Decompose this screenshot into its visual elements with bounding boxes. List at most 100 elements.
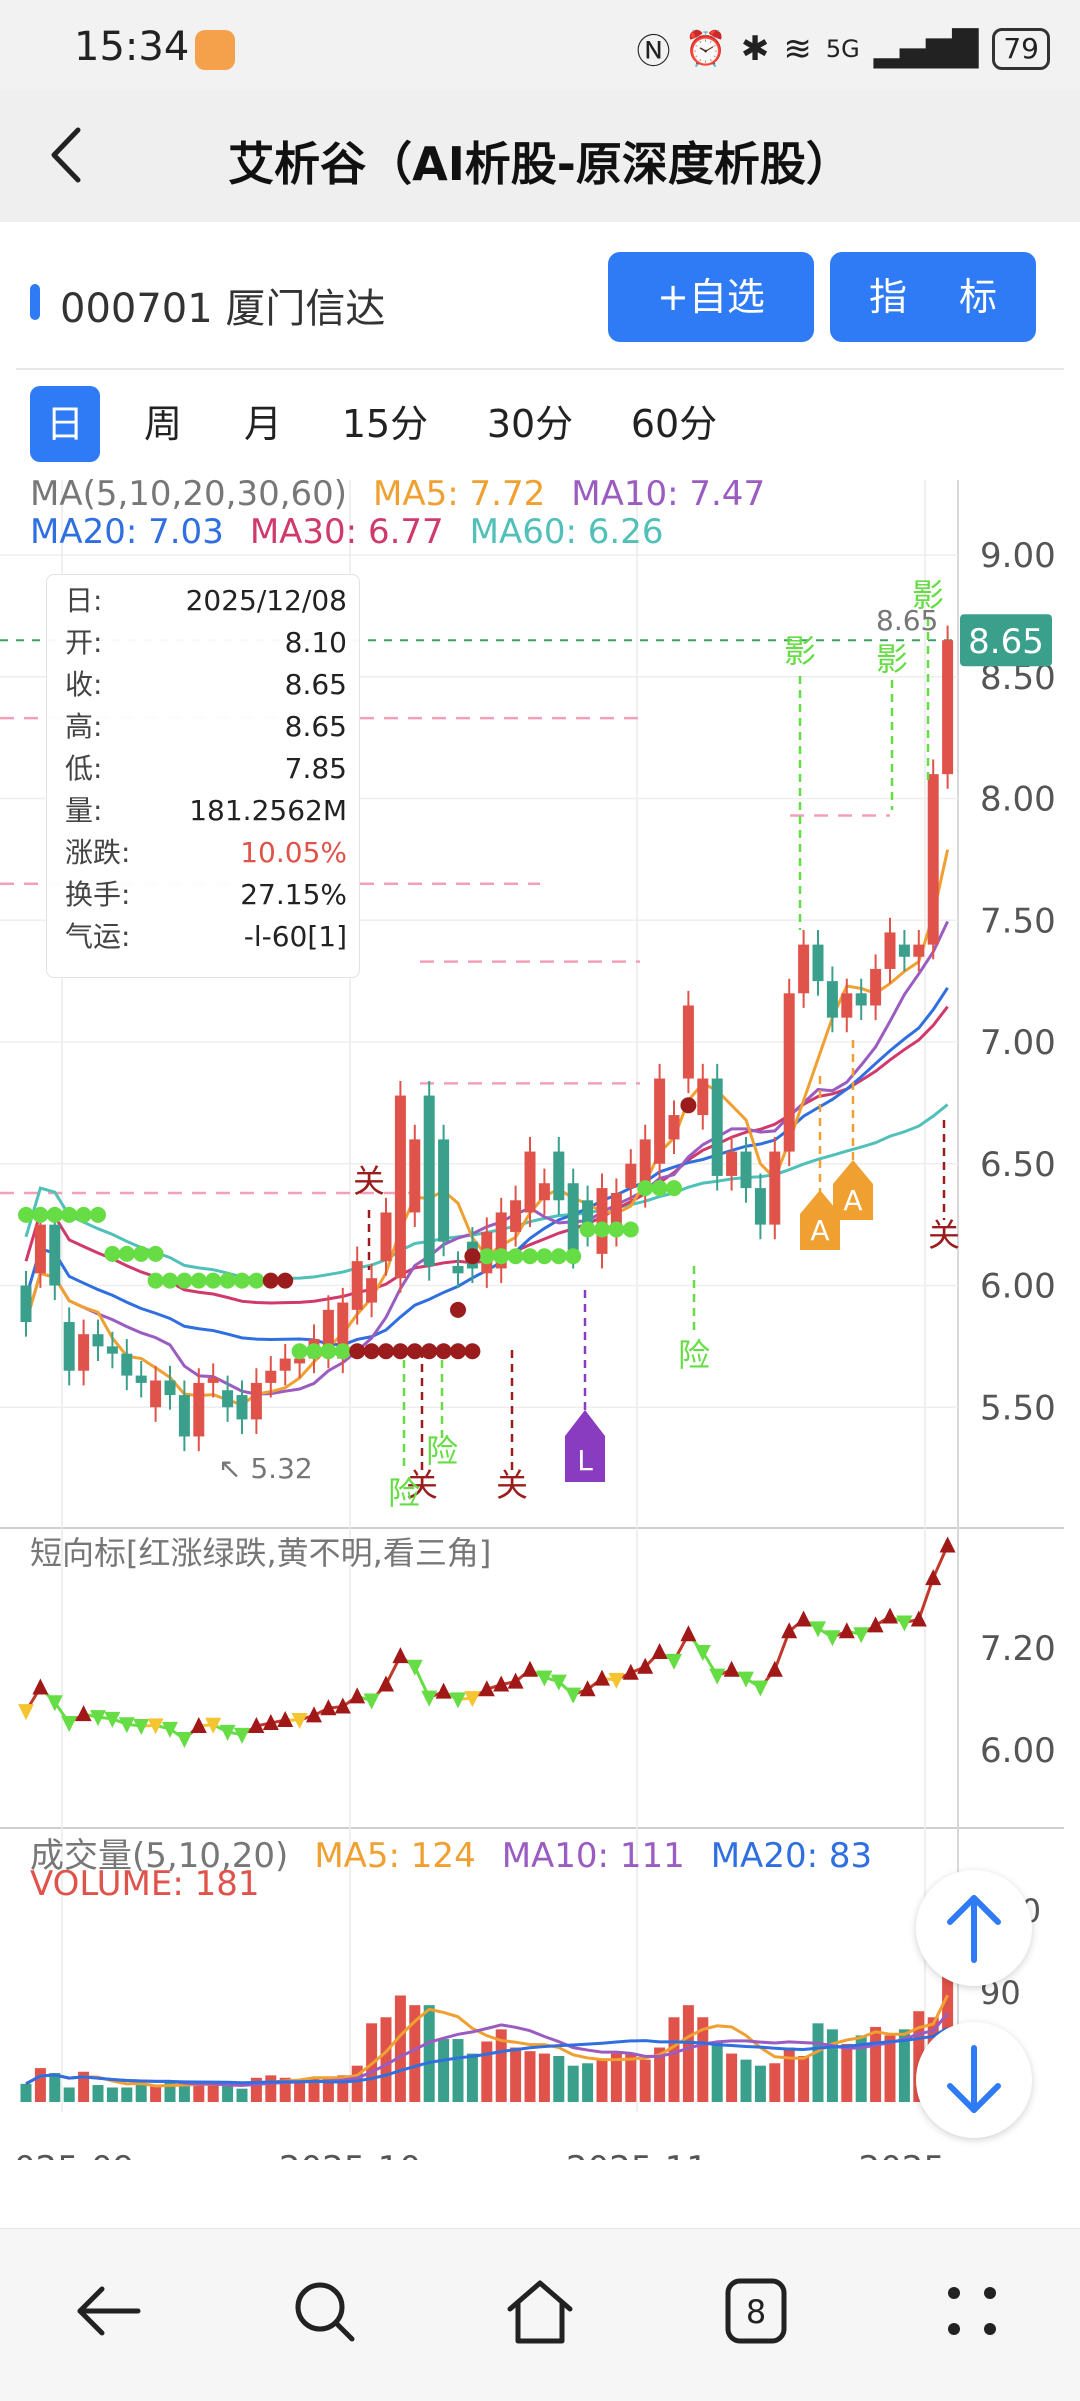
scroll-up-button[interactable] [916, 1870, 1032, 1986]
signal-dot-green [61, 1206, 78, 1223]
volume-bar [783, 2047, 795, 2102]
signal-dot-green [536, 1248, 553, 1265]
candle-body [510, 1200, 522, 1232]
down-triangle [666, 1653, 682, 1670]
info-value: 2025/12/08 [185, 584, 347, 617]
ma-legend-row1: MA(5,10,20,30,60) MA5: 7.72 MA10: 7.47 [30, 474, 791, 514]
tab-month[interactable]: 月 [243, 402, 282, 446]
signal-dot-green [306, 1343, 322, 1360]
candle-body [34, 1224, 46, 1274]
volume-bar [553, 2056, 565, 2102]
volume-bar [942, 1882, 954, 2102]
volume-panel [20, 1882, 954, 2102]
back-arrow-icon[interactable] [68, 2271, 148, 2351]
short-tick-label: 7.20 [980, 1629, 1056, 1669]
period-tabs: 日 周 月 15分 30分 60分 [0, 380, 1080, 470]
info-row: 量: 181.2562M [65, 791, 347, 831]
signal-dot-green [75, 1206, 92, 1223]
signal-dot-green [104, 1245, 121, 1262]
candle-body [524, 1151, 536, 1213]
volume-bar [510, 2047, 522, 2102]
tab-week[interactable]: 周 [143, 402, 182, 446]
xian-label: 险 [388, 1474, 420, 1512]
indicator-button[interactable]: 指 标 [830, 252, 1036, 342]
ma5-value: MA5: 7.72 [373, 474, 546, 514]
volume-bar [322, 2077, 334, 2102]
candle-body [452, 1266, 464, 1274]
info-value: 27.15% [240, 878, 347, 911]
candle-body [438, 1139, 450, 1242]
up-triangle [723, 1660, 740, 1677]
tab-day[interactable]: 日 [30, 386, 100, 462]
tab-15min[interactable]: 15分 [341, 402, 429, 446]
volume-bar [481, 2041, 493, 2102]
candle-body [337, 1302, 349, 1359]
info-key: 收: [65, 668, 103, 701]
svg-text:8: 8 [746, 2293, 766, 2331]
signal-dot-red [435, 1343, 452, 1360]
candle-body [135, 1375, 147, 1383]
candle-body [582, 1200, 594, 1232]
signal-dot-green [205, 1272, 222, 1289]
volume-bar [207, 2083, 219, 2102]
tab-60min[interactable]: 60分 [630, 402, 718, 446]
up-triangle [277, 1711, 294, 1728]
signal-dot-red [378, 1343, 394, 1360]
candle-body [913, 944, 925, 957]
scroll-down-button[interactable] [916, 2022, 1032, 2138]
volume-ma5-line [25, 1994, 949, 2088]
down-triangle [133, 1718, 150, 1735]
down-triangle [464, 1691, 481, 1708]
guan-label: 关 [496, 1466, 528, 1504]
signal-dot-green [666, 1180, 682, 1197]
down-triangle [608, 1672, 625, 1689]
signal-dot-green [334, 1343, 351, 1360]
down-triangle [421, 1690, 438, 1707]
last-price-badge [960, 614, 1052, 667]
tab-30min[interactable]: 30分 [486, 402, 574, 446]
x-axis-label: 2025- [859, 2149, 958, 2160]
info-value: 10.05% [240, 836, 347, 869]
signal-dot-red [450, 1301, 466, 1318]
volume-bar [582, 2063, 594, 2102]
more-icon[interactable] [932, 2271, 1012, 2351]
vol-ma10: MA10: 111 [501, 1836, 685, 1876]
ma10-value: MA10: 7.47 [571, 474, 766, 514]
up-triangle [795, 1610, 812, 1627]
volume-bar [639, 2059, 651, 2102]
signal-dot-red [464, 1248, 481, 1265]
tabs-icon[interactable]: 8 [716, 2271, 796, 2351]
signal-dot-green [234, 1272, 250, 1289]
candle-body [92, 1334, 104, 1347]
signal-dot-green [162, 1272, 178, 1289]
price-tick-label: 7.50 [980, 901, 1056, 941]
add-watchlist-button[interactable]: +自选 [608, 252, 814, 342]
volume-bar [250, 2077, 262, 2102]
down-triangle [205, 1717, 222, 1734]
back-icon[interactable] [38, 120, 98, 190]
candle-body [927, 774, 939, 945]
up-triangle [766, 1660, 783, 1677]
candle-body [236, 1395, 248, 1420]
volume-bar [596, 2059, 608, 2102]
down-triangle [291, 1713, 308, 1730]
signal-dot-green [522, 1248, 538, 1265]
info-row: 高: 8.65 [65, 707, 347, 747]
signal-dot-green [550, 1248, 567, 1265]
down-triangle [147, 1718, 164, 1735]
ma-legend-title: MA(5,10,20,30,60) [30, 474, 348, 514]
candle-body [193, 1382, 205, 1437]
volume-bar [106, 2087, 118, 2102]
signal-dot-green [90, 1206, 106, 1223]
signal-dot-green [291, 1343, 308, 1360]
up-triangle [306, 1706, 322, 1723]
a-badge [833, 1160, 873, 1220]
up-triangle [925, 1569, 942, 1586]
down-triangle [565, 1687, 582, 1704]
volume-bar [769, 2063, 781, 2102]
search-icon[interactable] [284, 2271, 364, 2351]
home-icon[interactable] [500, 2271, 580, 2351]
signal-dot-green [18, 1206, 34, 1223]
